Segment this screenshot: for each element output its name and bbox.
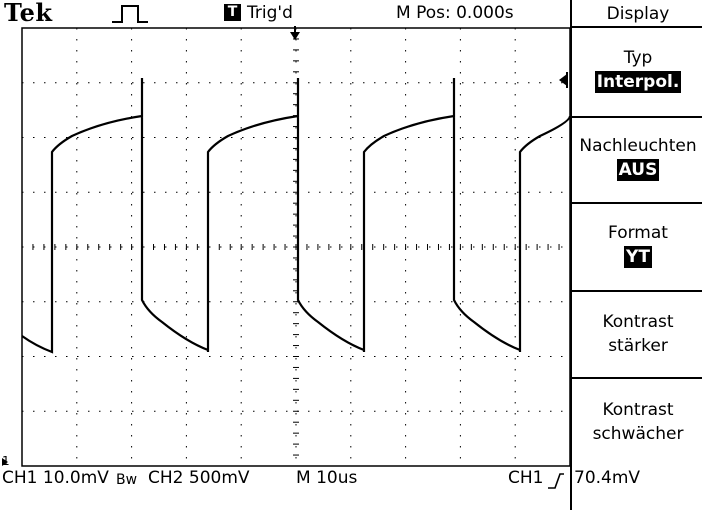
trigger-source: CH1 [508, 468, 544, 488]
trigger-status-text: Trig'd [247, 3, 293, 23]
trigger-status: T Trig'd [224, 3, 293, 23]
menu-item-value: AUS [616, 159, 660, 181]
trigger-level-marker [559, 74, 567, 86]
menu-item-label: Kontrast [602, 312, 674, 332]
pulse-icon [112, 5, 148, 23]
menu-item-label: Nachleuchten [579, 136, 697, 156]
trigger-position-marker [290, 32, 300, 40]
ch1-waveform [21, 78, 570, 354]
menu-item-label: Kontrast [602, 400, 674, 420]
menu-divider [572, 202, 702, 204]
timebase: M 10us [296, 468, 358, 488]
display-menu: Display Typ Interpol. Nachleuchten AUS F… [570, 0, 702, 510]
menu-item-label: Typ [623, 48, 653, 68]
bottom-status-bar: 1 CH1 10.0mV Bw CH2 500mV M 10us CH1 [0, 454, 570, 494]
menu-divider [572, 26, 702, 28]
trigger-badge: T [224, 4, 241, 21]
horizontal-position: M Pos: 0.000s [396, 3, 514, 23]
trigger-level: 70.4mV [574, 468, 641, 488]
menu-item-label2: schwächer [592, 424, 684, 444]
brand-logo: Tek [4, 0, 53, 27]
ch1-marker: 1 [2, 454, 10, 468]
ch1-scale: CH1 10.0mV [2, 468, 109, 488]
menu-item-value: Interpol. [594, 71, 682, 93]
menu-item-label: Format [608, 223, 668, 243]
ch2-scale: CH2 500mV [148, 468, 250, 488]
menu-item-typ[interactable]: Typ Interpol. [572, 46, 702, 94]
menu-item-nachleuchten[interactable]: Nachleuchten AUS [572, 134, 702, 182]
menu-divider [572, 290, 702, 292]
menu-item-kontrast-schwaecher[interactable]: Kontrast schwächer [572, 398, 702, 446]
graticule [21, 27, 570, 467]
menu-item-value: YT [624, 246, 652, 268]
menu-divider [572, 377, 702, 379]
menu-divider [572, 116, 702, 118]
waveform-display [2, 26, 570, 467]
rising-edge-icon [548, 473, 564, 489]
menu-title: Display [606, 4, 670, 24]
status-header: Tek T Trig'd M Pos: 0.000s [0, 0, 570, 28]
bandwidth-limit: Bw [116, 472, 138, 488]
menu-item-kontrast-staerker[interactable]: Kontrast stärker [572, 310, 702, 358]
menu-item-format[interactable]: Format YT [572, 221, 702, 269]
menu-item-label2: stärker [608, 336, 668, 356]
ch1-ground-marker [2, 458, 8, 466]
